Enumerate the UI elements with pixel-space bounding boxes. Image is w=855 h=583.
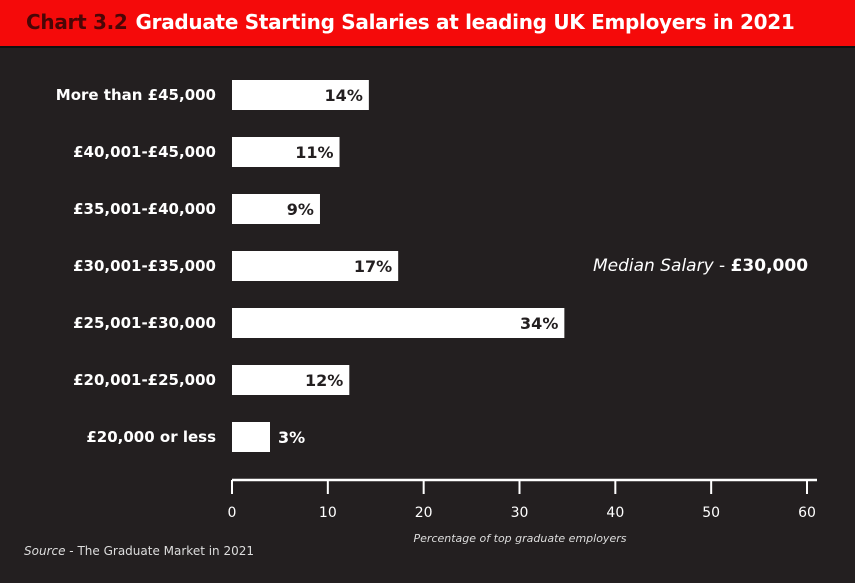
median-separator: - (713, 256, 731, 276)
x-tick-label: 50 (702, 505, 720, 521)
source-label: Source (24, 544, 66, 558)
source-note: Source - The Graduate Market in 2021 (24, 544, 254, 558)
bar (232, 137, 340, 167)
bar (232, 422, 270, 452)
median-value: £30,000 (730, 256, 809, 276)
bar (232, 80, 369, 110)
category-label: £20,001-£25,000 (73, 371, 216, 389)
chart-number: Chart 3.2 (26, 10, 128, 34)
value-label: 34% (520, 314, 558, 333)
category-label: £25,001-£30,000 (73, 314, 216, 332)
x-tick-label: 40 (606, 505, 624, 521)
title-bar: Chart 3.2 Graduate Starting Salaries at l… (0, 0, 855, 48)
chart-title-text: Graduate Starting Salaries at leading UK… (135, 10, 795, 34)
value-label: 9% (287, 200, 314, 219)
value-label: 17% (354, 257, 392, 276)
median-annotation: Median Salary - £30,000 (593, 256, 808, 276)
value-label: 11% (295, 143, 333, 162)
bar (232, 194, 320, 224)
x-axis-title: Percentage of top graduate employers (414, 532, 627, 545)
source-text: The Graduate Market in 2021 (77, 544, 255, 558)
x-tick-label: 30 (511, 505, 529, 521)
x-tick-label: 20 (415, 505, 433, 521)
x-tick-label: 10 (319, 505, 337, 521)
x-tick-label: 0 (228, 505, 237, 521)
value-label: 14% (325, 86, 363, 105)
category-label: £20,000 or less (86, 428, 216, 446)
bar (232, 251, 399, 281)
bar (232, 365, 350, 395)
category-label: £35,001-£40,000 (73, 200, 216, 218)
category-label: £30,001-£35,000 (73, 257, 216, 275)
median-label: Median Salary (593, 256, 714, 276)
source-separator: - (65, 544, 78, 558)
value-label: 3% (278, 428, 305, 447)
category-label: More than £45,000 (56, 86, 216, 104)
bar (232, 308, 565, 338)
chart-title: Chart 3.2 Graduate Starting Salaries at l… (26, 10, 795, 34)
category-label: £40,001-£45,000 (73, 143, 216, 161)
x-tick-label: 60 (798, 505, 816, 521)
value-label: 12% (305, 371, 343, 390)
